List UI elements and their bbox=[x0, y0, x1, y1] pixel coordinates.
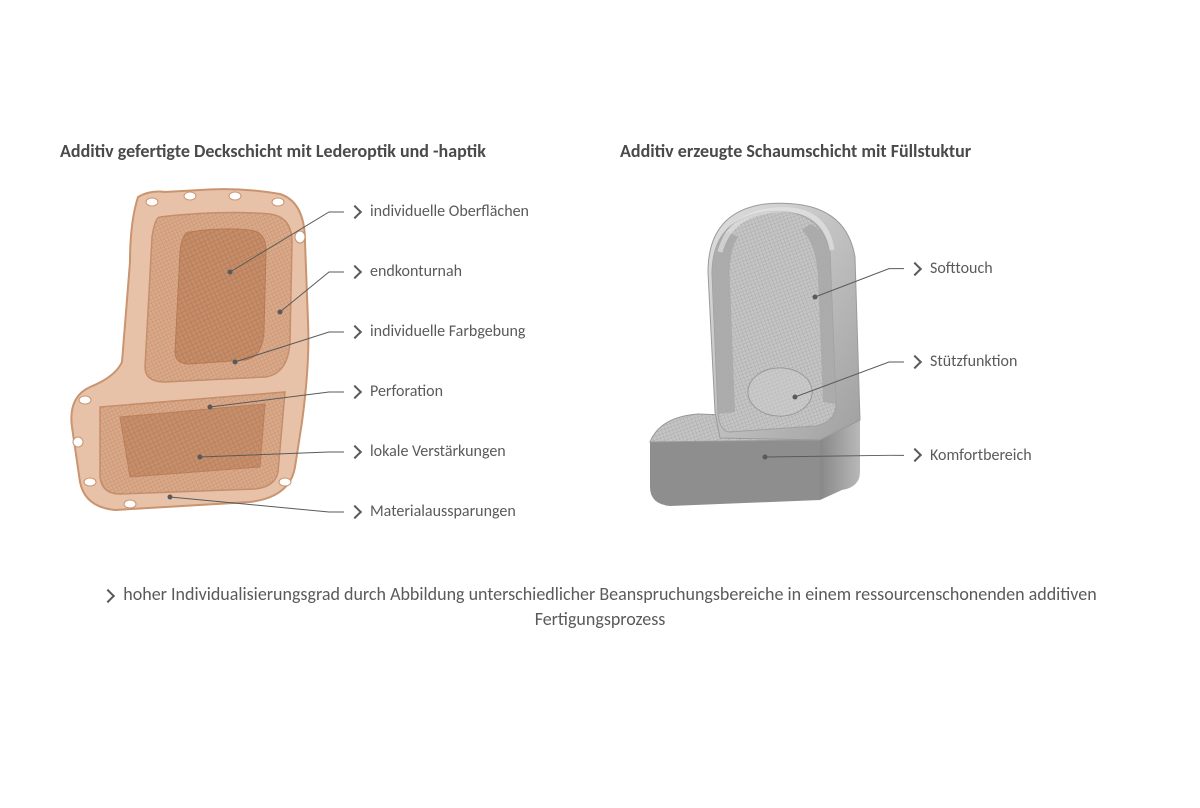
chevron-right-icon bbox=[101, 589, 115, 603]
label-item: lokale Verstärkungen bbox=[350, 442, 580, 461]
chevron-right-icon bbox=[348, 205, 362, 219]
label-item: individuelle Farbgebung bbox=[350, 322, 580, 341]
label-text: Softtouch bbox=[930, 259, 993, 278]
chevron-right-icon bbox=[348, 325, 362, 339]
label-item: Perforation bbox=[350, 382, 580, 401]
label-text: lokale Verstärkungen bbox=[370, 442, 506, 461]
label-text: individuelle Oberflächen bbox=[370, 202, 529, 221]
left-seat-illustration bbox=[60, 182, 320, 522]
left-panel: Additiv gefertigte Deckschicht mit Leder… bbox=[60, 140, 580, 542]
right-panel-body: Softtouch Stützfunktion Komfortbereich bbox=[620, 182, 1140, 542]
chevron-right-icon bbox=[348, 445, 362, 459]
label-item: Materialaussparungen bbox=[350, 502, 580, 521]
label-text: Perforation bbox=[370, 382, 443, 401]
label-text: individuelle Farbgebung bbox=[370, 322, 525, 341]
chevron-right-icon bbox=[348, 385, 362, 399]
label-item: individuelle Oberflächen bbox=[350, 202, 580, 221]
label-item: endkonturnah bbox=[350, 262, 580, 281]
left-panel-body: individuelle Oberflächen endkonturnah in… bbox=[60, 182, 580, 542]
label-item: Stützfunktion bbox=[910, 352, 1140, 371]
right-labels-column: Softtouch Stützfunktion Komfortbereich bbox=[880, 182, 1140, 542]
label-text: endkonturnah bbox=[370, 262, 462, 281]
chevron-right-icon bbox=[348, 265, 362, 279]
chevron-right-icon bbox=[908, 355, 922, 369]
chevron-right-icon bbox=[348, 505, 362, 519]
left-panel-title: Additiv gefertigte Deckschicht mit Leder… bbox=[60, 140, 580, 162]
right-panel: Additiv erzeugte Schaumschicht mit Fülls… bbox=[620, 140, 1140, 542]
summary-content: hoher Individualisierungsgrad durch Abbi… bbox=[123, 583, 1096, 630]
label-text: Komfortbereich bbox=[930, 446, 1032, 465]
panels-row: Additiv gefertigte Deckschicht mit Leder… bbox=[60, 140, 1140, 542]
label-item: Softtouch bbox=[910, 259, 1140, 278]
right-panel-title: Additiv erzeugte Schaumschicht mit Fülls… bbox=[620, 140, 1140, 162]
chevron-right-icon bbox=[908, 448, 922, 462]
summary-text: hoher Individualisierungsgrad durch Abbi… bbox=[60, 582, 1140, 632]
label-text: Materialaussparungen bbox=[370, 502, 516, 521]
infographic-container: Additiv gefertigte Deckschicht mit Leder… bbox=[60, 140, 1140, 632]
chevron-right-icon bbox=[908, 262, 922, 276]
left-labels-column: individuelle Oberflächen endkonturnah in… bbox=[320, 182, 580, 542]
label-item: Komfortbereich bbox=[910, 446, 1140, 465]
right-seat-illustration bbox=[620, 182, 880, 522]
label-text: Stützfunktion bbox=[930, 352, 1017, 371]
